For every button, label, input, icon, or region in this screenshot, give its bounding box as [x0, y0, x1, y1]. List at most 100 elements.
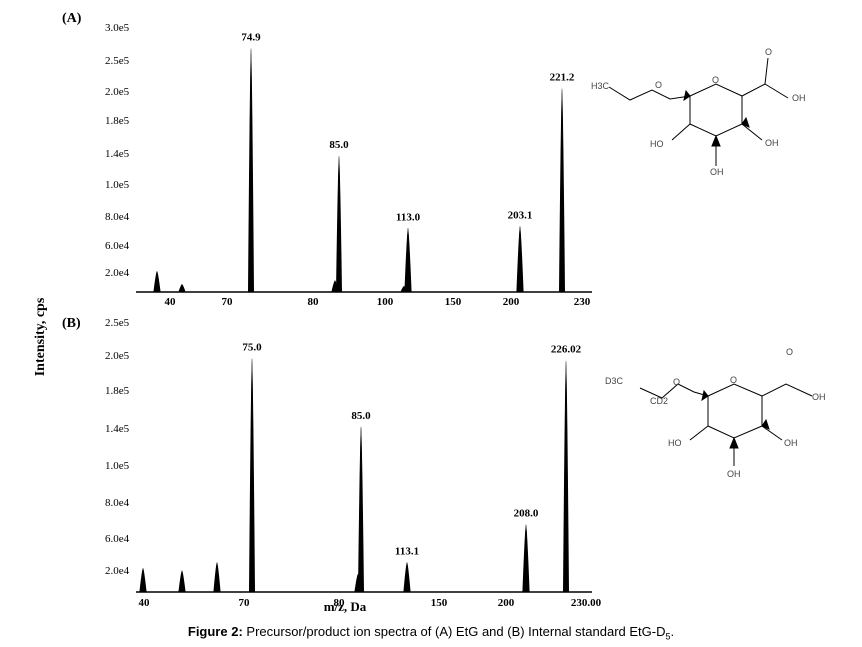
figure-caption: Figure 2: Precursor/product ion spectra …	[0, 624, 862, 642]
structure-etg: H3C O O O OH HO OH OH	[591, 47, 806, 177]
panel-b-x-tick-4: 150	[431, 597, 448, 609]
panel-b-peak-9	[562, 360, 570, 593]
panel-a-y-tick-3: 8.0e4	[105, 211, 130, 223]
panel-b-peak-labels: 75.0 85.0 113.1 208.0 226.02	[242, 341, 581, 557]
panel-a-peak-label-9: 221.2	[550, 72, 575, 84]
panel-a-y-tick-8: 2.5e5	[105, 55, 130, 67]
panel-b-x-ticks: 40 70 80 150 200 230.00	[139, 597, 602, 609]
panel-a-x-tick-2: 70	[222, 296, 234, 308]
panel-b-peak-7	[403, 562, 411, 593]
panel-b-peak-label-6: 85.0	[351, 410, 371, 422]
panel-b-x-tick-1: 40	[139, 597, 151, 609]
structure-etg-bonds	[608, 57, 789, 166]
panel-a-peak-7	[404, 227, 412, 293]
panel-b-y-ticks: 2.0e4 6.0e4 8.0e4 1.0e5 1.4e5 1.8e5 2.0e5 2.5e5	[105, 317, 130, 577]
panel-b-x-tick-2: 70	[239, 597, 251, 609]
d5-ho: HO	[668, 438, 682, 448]
etg-ho: HO	[650, 139, 664, 149]
panel-a-x-tick-5: 150	[445, 296, 462, 308]
etg-oh-acid: OH	[792, 93, 806, 103]
d5-oh-bottom: OH	[727, 469, 741, 479]
panel-b-peak-3	[213, 562, 221, 593]
panel-a-y-ticks: 2.0e4 6.0e4 8.0e4 1.0e5 1.4e5 1.8e5 2.0e5 2.5e5…	[105, 22, 130, 279]
panel-b-x-tick-5: 200	[498, 597, 515, 609]
panel-b-peak-4	[248, 357, 256, 593]
panel-a-x-tick-4: 100	[377, 296, 394, 308]
panel-b-peak-8	[522, 524, 530, 593]
panel-a-peak-1	[153, 270, 161, 293]
etg-o-ether: O	[655, 80, 662, 90]
caption-subscript: 5	[665, 631, 671, 642]
panel-b-y-tick-6: 1.8e5	[105, 385, 130, 397]
panel-a-label: (A)	[62, 11, 82, 26]
panel-b-peak-label-9: 226.02	[551, 344, 582, 356]
panel-a-y-tick-7: 2.0e5	[105, 86, 130, 98]
panel-a-peak-5	[335, 155, 343, 293]
panel-a-peak-label-7: 113.0	[396, 211, 421, 223]
panel-b-peak-2	[178, 570, 186, 593]
d5-cd2: CD2	[650, 396, 668, 406]
panel-b-y-tick-3: 8.0e4	[105, 497, 130, 509]
d5-d3c: D3C	[605, 376, 624, 386]
panel-b: (B) 75.0 85.0 113.1 208.0 226.02 2.0e4 6.0e4 8…	[62, 316, 602, 609]
y-axis-label: Intensity, cps	[33, 297, 48, 376]
panel-b-peaks	[139, 357, 570, 593]
panel-a-peak-3	[247, 47, 255, 293]
panel-b-label: (B)	[62, 316, 81, 331]
panel-a-x-tick-1: 40	[165, 296, 177, 308]
panel-a-peak-labels: 74.9 85.0 113.0 203.1 221.2	[241, 31, 575, 223]
panel-a-x-ticks: 40 70 80 100 150 200 230	[165, 296, 591, 308]
panel-b-peak-label-4: 75.0	[242, 341, 262, 353]
panel-a-x-tick-7: 230	[574, 296, 591, 308]
panel-b-y-tick-7: 2.0e5	[105, 350, 130, 362]
panel-b-y-tick-2: 6.0e4	[105, 533, 130, 545]
caption-text: Precursor/product ion spectra of (A) EtG…	[246, 624, 666, 639]
panel-a-y-tick-6: 1.8e5	[105, 115, 130, 127]
panel-b-peak-label-8: 208.0	[514, 508, 539, 520]
panel-a-y-tick-9: 3.0e5	[105, 22, 130, 34]
panel-b-y-tick-5: 1.4e5	[105, 423, 130, 435]
d5-oh-acid: OH	[812, 392, 826, 402]
etg-o-ring: O	[712, 75, 719, 85]
panel-b-y-tick-8: 2.5e5	[105, 317, 130, 329]
panel-a-peaks	[153, 47, 566, 293]
structure-d5-ring	[707, 383, 763, 439]
etg-oh-right: OH	[765, 138, 779, 148]
panel-a-y-tick-5: 1.4e5	[105, 148, 130, 160]
panel-a-peak-2	[178, 284, 186, 293]
etg-oh-bottom: OH	[710, 167, 724, 177]
panel-a-peak-label-8: 203.1	[508, 209, 533, 221]
d5-o-ring: O	[730, 375, 737, 385]
panel-b-x-tick-3: 80	[334, 597, 346, 609]
etg-h3c: H3C	[591, 81, 610, 91]
structure-etg-ring	[689, 83, 743, 137]
panel-b-y-tick-4: 1.0e5	[105, 460, 130, 472]
x-axis-label: m/z, Da	[324, 599, 367, 614]
panel-a-x-tick-3: 80	[308, 296, 320, 308]
d5-o-carbonyl: O	[786, 347, 793, 357]
caption-label: Figure 2:	[187, 624, 243, 639]
caption-end: .	[670, 624, 675, 639]
panel-a-y-tick-4: 1.0e5	[105, 179, 130, 191]
panel-a-peak-label-3: 74.9	[241, 31, 261, 43]
etg-o-carbonyl: O	[765, 47, 772, 57]
panel-a-y-tick-1: 2.0e4	[105, 267, 130, 279]
panel-a: (A) 74.9 85.0 113.0 203.1 221.2 2.0e4 6.0e4 8.…	[62, 11, 592, 308]
panel-b-peak-1	[139, 567, 147, 593]
structure-d5-wedges	[701, 389, 770, 449]
panel-a-y-tick-2: 6.0e4	[105, 240, 130, 252]
panel-a-x-tick-6: 200	[503, 296, 520, 308]
structure-etg-d5: D3C CD2 O O O OH HO OH OH	[605, 347, 826, 479]
structure-etg-wedges	[683, 89, 750, 147]
panel-a-peak-label-5: 85.0	[329, 139, 349, 151]
d5-o-ether: O	[673, 377, 680, 387]
panel-b-y-tick-1: 2.0e4	[105, 565, 130, 577]
panel-a-peak-9	[558, 88, 566, 293]
panel-b-x-tick-6: 230.00	[571, 597, 602, 609]
structure-d5-bonds	[639, 383, 813, 466]
panel-a-peak-8	[516, 226, 524, 293]
d5-oh-right: OH	[784, 438, 798, 448]
panel-b-peak-label-7: 113.1	[395, 546, 419, 558]
